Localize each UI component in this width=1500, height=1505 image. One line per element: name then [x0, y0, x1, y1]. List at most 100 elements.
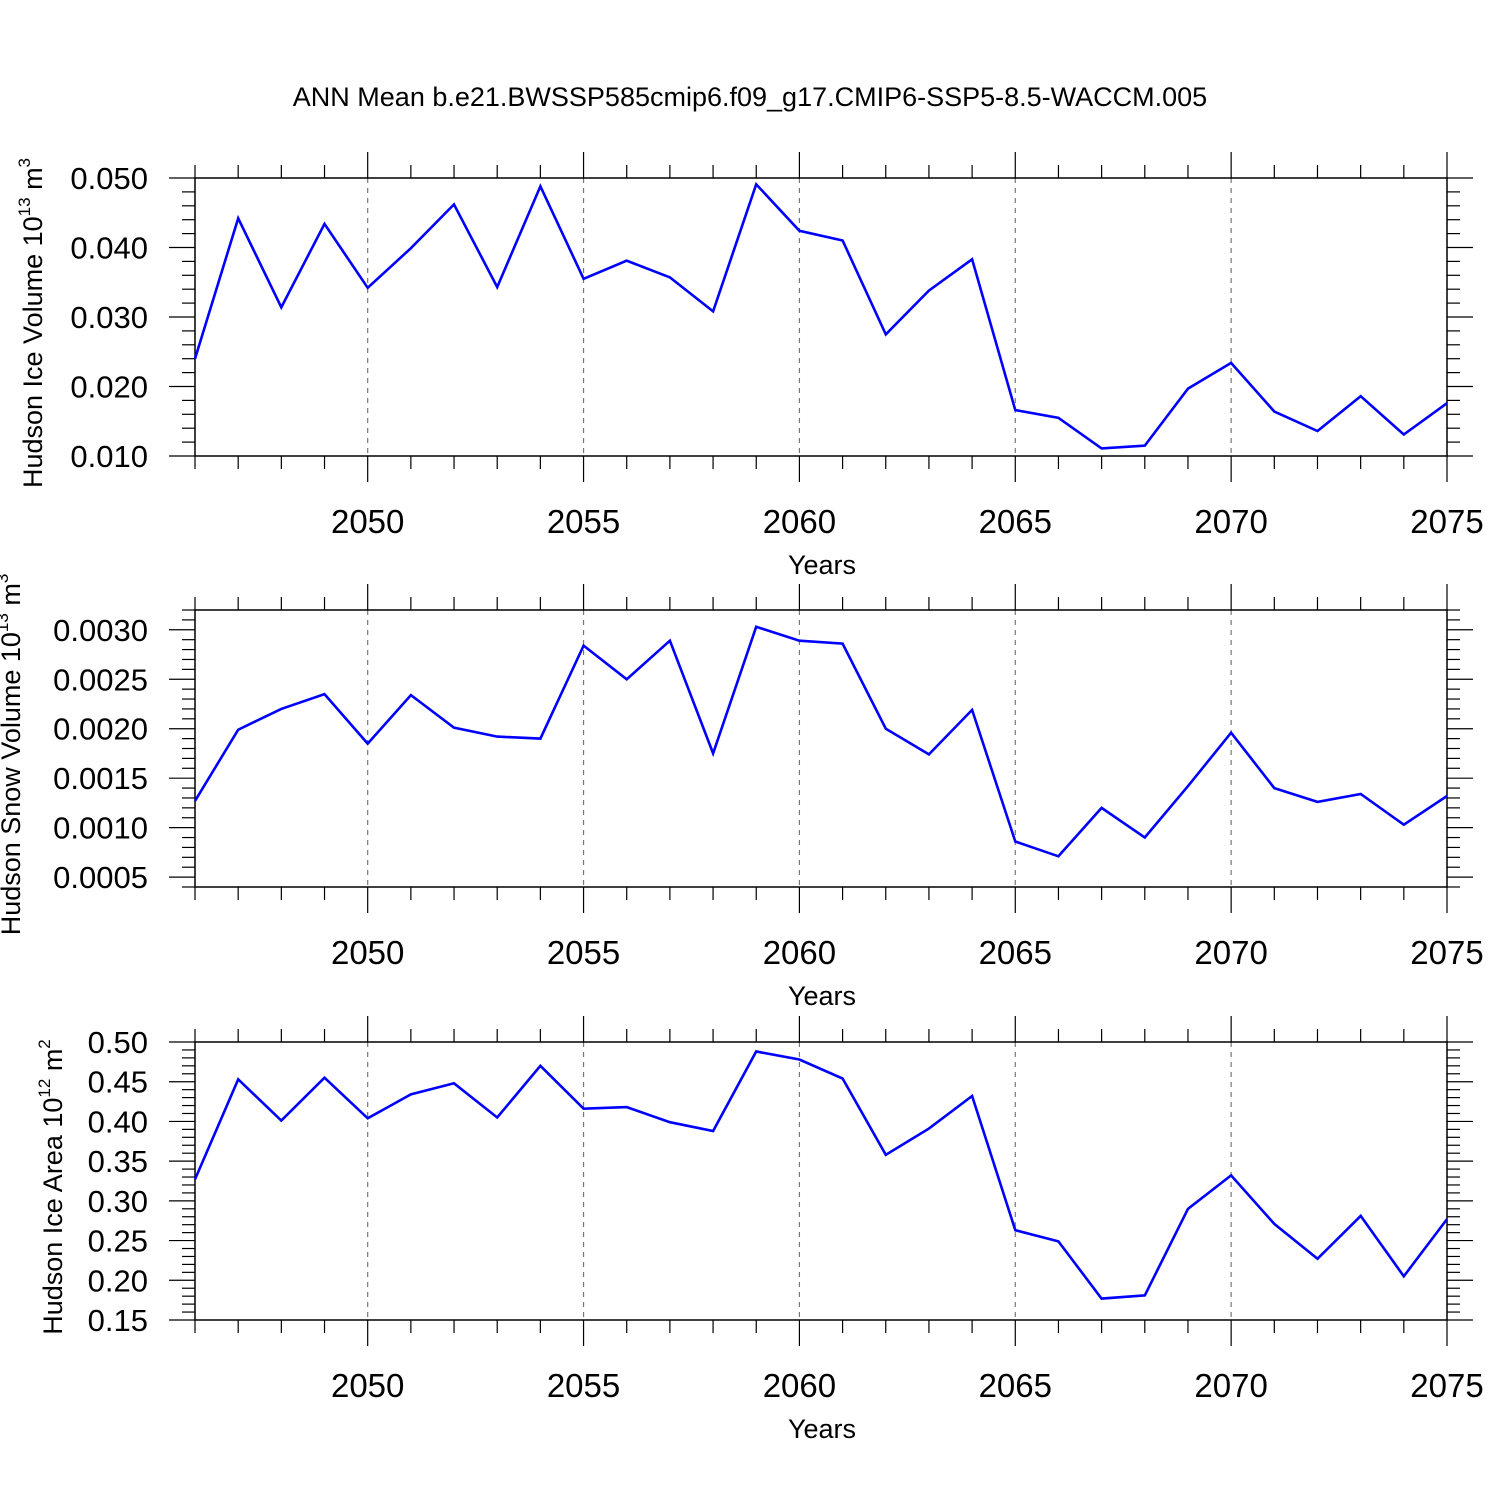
data-point	[366, 286, 370, 290]
y-tick-label: 0.0015	[53, 761, 148, 796]
x-tick-label: 2050	[331, 503, 404, 540]
data-point	[1359, 394, 1363, 398]
data-point	[754, 625, 758, 629]
data-point	[236, 1077, 240, 1081]
data-point	[970, 257, 974, 261]
y-tick-label: 0.040	[70, 231, 148, 266]
x-tick-label: 2055	[547, 503, 620, 540]
data-point	[625, 1105, 629, 1109]
data-point	[452, 1081, 456, 1085]
data-point	[495, 285, 499, 289]
series-line	[193, 625, 1448, 858]
data-point	[927, 752, 931, 756]
y-tick-label: 0.0020	[53, 712, 148, 747]
data-point	[1445, 1217, 1449, 1221]
y-tick-label: 0.15	[88, 1303, 148, 1338]
x-tick-label: 2055	[547, 934, 620, 971]
data-point	[1056, 416, 1060, 420]
series-line	[193, 1050, 1449, 1300]
plot-frame	[194, 177, 1448, 457]
data-point	[841, 239, 845, 243]
data-point	[193, 1177, 197, 1181]
data-point	[366, 1116, 370, 1120]
x-tick-label: 2050	[331, 934, 404, 971]
data-point	[1315, 429, 1319, 433]
y-tick-label: 0.20	[88, 1263, 148, 1298]
data-point	[797, 229, 801, 233]
data-point	[1186, 784, 1190, 788]
x-tick-label: 2060	[763, 1367, 836, 1404]
x-tick-label: 2075	[1410, 1367, 1483, 1404]
data-point	[279, 707, 283, 711]
y-tick-label: 0.0010	[53, 811, 148, 846]
data-point	[754, 1050, 758, 1054]
data-point	[1445, 794, 1449, 798]
x-tick-label: 2070	[1194, 1367, 1267, 1404]
y-tick-label: 0.0030	[53, 613, 148, 648]
data-point	[323, 222, 327, 226]
data-point	[927, 1127, 931, 1131]
data-point	[1143, 1293, 1147, 1297]
data-point	[1229, 361, 1233, 365]
y-axis-label: Hudson Ice Volume 1013 m3	[15, 158, 48, 488]
data-point	[409, 693, 413, 697]
figure-title: ANN Mean b.e21.BWSSP585cmip6.f09_g17.CMI…	[293, 82, 1207, 112]
data-point	[1359, 1214, 1363, 1218]
data-point	[495, 1115, 499, 1119]
data-point	[1229, 1173, 1233, 1177]
y-tick-label: 0.45	[88, 1065, 148, 1100]
data-point	[927, 289, 931, 293]
y-tick-label: 0.40	[88, 1104, 148, 1139]
x-tick-label: 2060	[763, 503, 836, 540]
x-tick-label: 2060	[763, 934, 836, 971]
y-tick-label: 0.020	[70, 370, 148, 405]
data-point	[582, 644, 586, 648]
data-point	[711, 309, 715, 313]
data-point	[1229, 731, 1233, 735]
y-axis-label: Hudson Ice Area 1012 m2	[35, 1039, 68, 1335]
x-tick-label: 2050	[331, 1367, 404, 1404]
data-point	[625, 259, 629, 263]
y-axis-label: Hudson Snow Volume 1013 m3	[0, 574, 26, 936]
data-point	[279, 305, 283, 309]
data-point	[366, 742, 370, 746]
data-point	[1186, 1207, 1190, 1211]
data-point	[797, 639, 801, 643]
data-point	[323, 1076, 327, 1080]
data-point	[884, 332, 888, 336]
data-point	[279, 1119, 283, 1123]
data-point	[1100, 806, 1104, 810]
data-point	[711, 1129, 715, 1133]
data-point	[884, 1153, 888, 1157]
data-point	[1315, 800, 1319, 804]
data-point	[1100, 1297, 1104, 1301]
data-point	[884, 727, 888, 731]
data-point	[1402, 823, 1406, 827]
data-point	[409, 246, 413, 250]
y-tick-label: 0.0025	[53, 662, 148, 697]
x-tick-label: 2065	[979, 934, 1052, 971]
y-tick-label: 0.30	[88, 1184, 148, 1219]
y-tick-label: 0.030	[70, 300, 148, 335]
data-point	[1445, 401, 1449, 405]
data-point	[1359, 792, 1363, 796]
data-point	[582, 277, 586, 281]
data-point	[1013, 839, 1017, 843]
data-point	[236, 728, 240, 732]
y-tick-label: 0.0005	[53, 860, 148, 895]
data-point	[1402, 1274, 1406, 1278]
series-line	[193, 181, 1448, 450]
x-axis-label: Years	[788, 981, 856, 1011]
data-point	[1402, 432, 1406, 436]
data-point	[754, 182, 758, 186]
data-point	[538, 184, 542, 188]
data-point	[1056, 1239, 1060, 1243]
data-point	[797, 1057, 801, 1061]
data-point	[193, 799, 197, 803]
data-point	[1056, 854, 1060, 858]
x-tick-label: 2065	[979, 503, 1052, 540]
data-point	[409, 1092, 413, 1096]
data-point	[1315, 1257, 1319, 1261]
